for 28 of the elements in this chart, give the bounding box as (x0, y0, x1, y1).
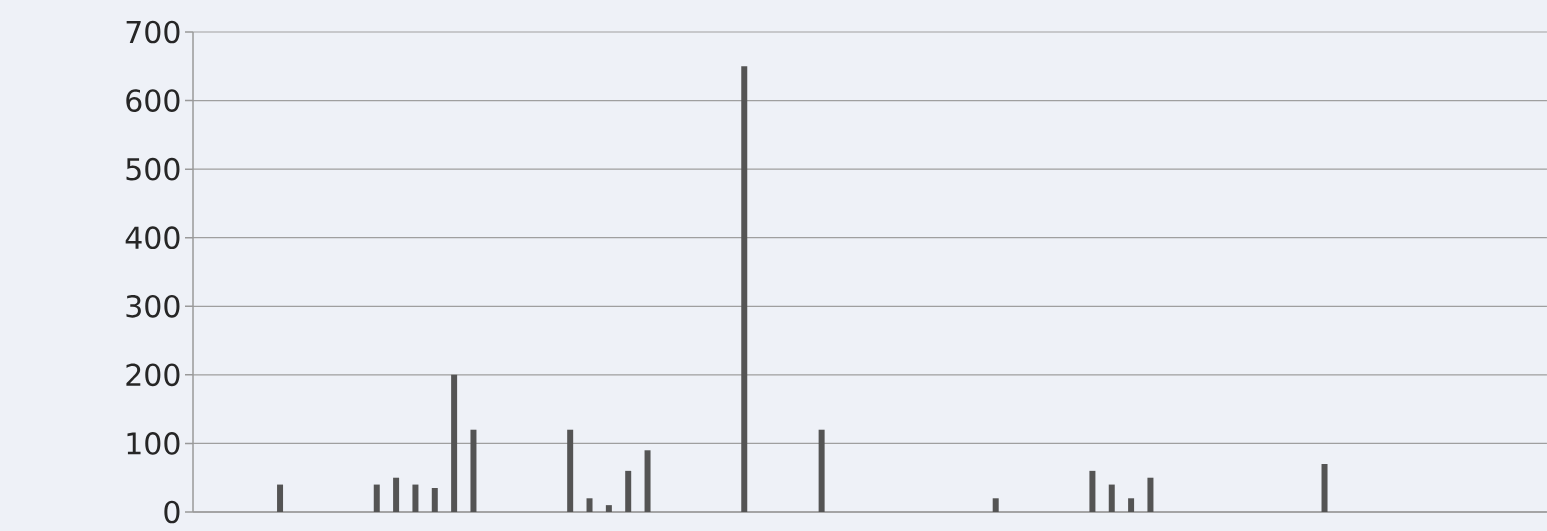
y-tick-label: 700 (126, 20, 180, 44)
y-tick-label: 200 (126, 363, 180, 387)
bar (1089, 470, 1096, 512)
bar (431, 488, 438, 512)
bar (567, 429, 574, 512)
bar (1321, 464, 1328, 512)
bar (586, 498, 593, 512)
bar (373, 484, 380, 512)
y-tick-label: 300 (126, 294, 180, 318)
bar (644, 450, 651, 512)
bar (1108, 484, 1115, 512)
bar (625, 470, 632, 512)
bar (605, 505, 612, 512)
bar (1147, 477, 1154, 512)
y-tick-label: 500 (126, 157, 180, 181)
bar (1128, 498, 1135, 512)
bar (818, 429, 825, 512)
y-tick-label: 100 (127, 432, 180, 455)
bar (393, 477, 400, 512)
bar (277, 484, 284, 512)
bar (412, 484, 419, 512)
y-tick-label: 400 (125, 226, 180, 250)
bar (992, 498, 999, 512)
bar (741, 66, 748, 512)
bar (470, 429, 477, 512)
y-tick-label: 600 (126, 89, 180, 112)
bar (451, 374, 458, 512)
y-tick-label: 0 (164, 500, 180, 524)
